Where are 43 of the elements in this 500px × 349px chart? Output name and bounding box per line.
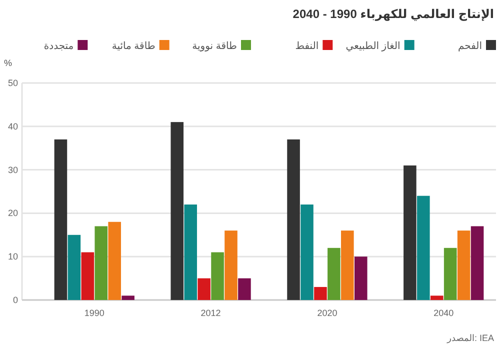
x-tick-label: 2040 — [434, 308, 454, 318]
legend-label: الفحم — [458, 41, 482, 52]
bar — [238, 278, 251, 300]
bar — [430, 296, 444, 300]
bar — [470, 226, 484, 300]
bar — [198, 278, 210, 300]
bar — [224, 230, 238, 300]
bar — [68, 234, 81, 300]
bar — [184, 204, 197, 300]
bar — [122, 296, 134, 300]
bar — [417, 196, 430, 300]
bar — [170, 122, 184, 300]
x-tick-label: 2020 — [317, 308, 338, 318]
y-tick-label: 40 — [8, 121, 18, 132]
x-tick-label: 2012 — [200, 308, 221, 318]
chart-title: الإنتاج العالمي للكهرباء 1990 - 2040 — [292, 7, 494, 21]
legend-label: طاقة مائية — [112, 41, 156, 52]
bar — [300, 204, 314, 300]
bar — [457, 230, 470, 300]
y-tick-label: 30 — [8, 164, 18, 175]
bar — [81, 252, 94, 300]
y-axis-title: % — [4, 58, 12, 68]
bar — [94, 226, 108, 300]
bar — [341, 230, 354, 300]
bar — [354, 256, 368, 300]
y-tick-label: 20 — [8, 208, 18, 218]
legend-label: النفط — [295, 41, 319, 52]
bar — [444, 248, 457, 300]
text: المصدر: IEA — [446, 333, 494, 344]
x-tick-label: 1990 — [84, 308, 104, 318]
bar — [287, 139, 300, 300]
bar — [108, 222, 121, 300]
legend-label: الغاز الطبيعي — [346, 41, 400, 52]
bar — [328, 248, 340, 300]
y-tick-label: 0 — [12, 295, 18, 305]
y-tick-label: 10 — [8, 252, 18, 262]
bar — [211, 252, 224, 300]
bar — [54, 139, 68, 300]
y-tick-label: 50 — [8, 78, 18, 88]
bar — [314, 286, 327, 300]
bar — [404, 165, 416, 300]
legend-label: متجددة — [44, 41, 74, 52]
legend-label: طاقة نووية — [192, 41, 238, 52]
